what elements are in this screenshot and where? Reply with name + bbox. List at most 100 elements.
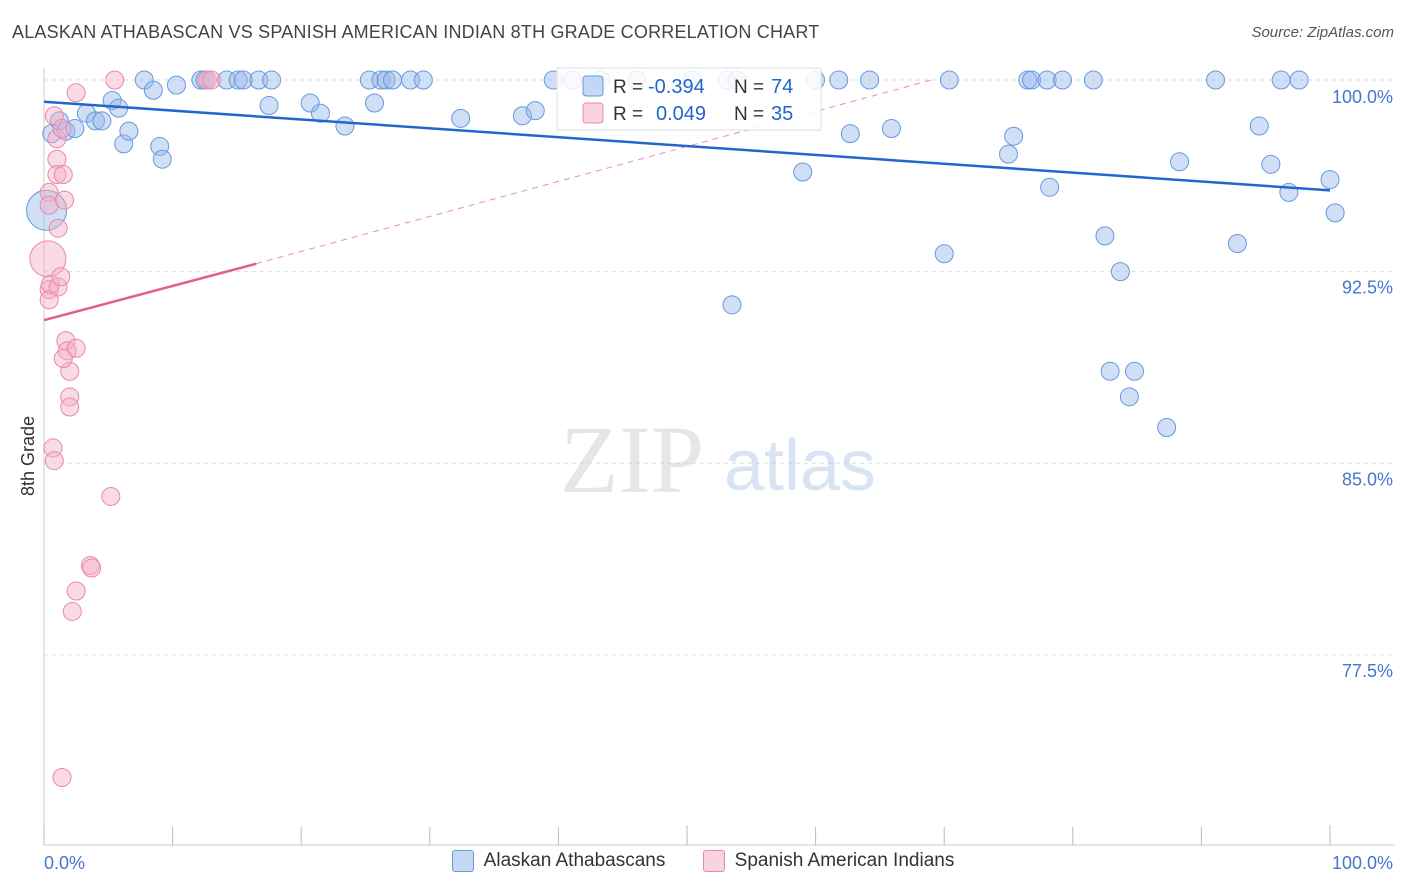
stats-r-value-1: -0.394 [648, 76, 705, 98]
point-alaskan-35 [451, 108, 471, 128]
point-spanish-24 [66, 83, 86, 103]
point-spanish-16 [53, 165, 73, 185]
point-alaskan-11 [119, 121, 139, 141]
point-alaskan-23 [259, 96, 279, 116]
point-spanish-26 [66, 338, 86, 358]
point-spanish-32 [201, 70, 221, 90]
point-alaskan-68 [1170, 152, 1190, 172]
point-alaskan-66 [1125, 361, 1145, 381]
point-alaskan-49 [860, 70, 880, 90]
stats-swatch-pink [582, 102, 604, 124]
point-spanish-20 [60, 361, 80, 381]
legend-item-spanish: Spanish American Indians [702, 850, 955, 872]
point-spanish-22 [60, 397, 80, 417]
stats-n-value-2: 35 [771, 103, 793, 125]
y-tick-label-2: 92.5% [1342, 278, 1393, 298]
point-alaskan-57 [1022, 70, 1042, 90]
stats-n-label-1: N = [734, 77, 764, 98]
point-alaskan-7 [92, 111, 112, 131]
point-alaskan-13 [143, 80, 163, 100]
stats-r-label-2: R = [613, 104, 643, 125]
legend-item-alaskan: Alaskan Athabascans [451, 850, 665, 872]
point-alaskan-55 [1004, 126, 1024, 146]
point-alaskan-52 [934, 244, 954, 264]
trend-line-alaskan [43, 100, 1331, 192]
point-spanish-12 [48, 218, 68, 238]
point-alaskan-37 [525, 101, 545, 121]
y-tick-label-1: 85.0% [1342, 469, 1393, 489]
point-alaskan-19 [217, 70, 237, 90]
point-alaskan-50 [829, 70, 849, 90]
point-spanish-25 [66, 581, 86, 601]
chart-title: ALASKAN ATHABASCAN VS SPANISH AMERICAN I… [12, 22, 820, 42]
point-alaskan-36 [512, 106, 532, 126]
point-alaskan-26 [310, 103, 330, 123]
point-spanish-33 [52, 119, 72, 139]
point-alaskan-64 [1110, 262, 1130, 282]
point-alaskan-76 [1320, 170, 1340, 190]
point-alaskan-15 [152, 149, 172, 169]
stats-r-label-1: R = [613, 77, 643, 98]
point-alaskan-75 [1289, 70, 1309, 90]
point-spanish-0 [29, 240, 67, 278]
legend: Alaskan Athabascans Spanish American Ind… [0, 850, 1406, 878]
point-spanish-34 [53, 348, 73, 368]
point-alaskan-54 [999, 144, 1018, 164]
legend-swatch-pink [702, 850, 725, 872]
point-alaskan-34 [413, 70, 433, 90]
point-alaskan-14 [150, 136, 170, 156]
legend-label-spanish: Spanish American Indians [734, 850, 955, 871]
axes [43, 68, 1395, 846]
y-tick-label-0: 77.5% [1342, 661, 1393, 681]
point-spanish-5 [40, 274, 60, 294]
point-alaskan-67 [1157, 417, 1177, 437]
watermark-zip: ZIP [560, 406, 704, 513]
point-alaskan-53 [939, 70, 959, 90]
stats-box: R = -0.394 N = 74 R = 0.049 N = 35 [556, 67, 822, 131]
point-spanish-7 [44, 451, 64, 471]
point-alaskan-48 [840, 124, 860, 144]
point-spanish-29 [101, 486, 121, 506]
point-alaskan-32 [383, 70, 403, 90]
point-alaskan-24 [262, 70, 282, 90]
point-spanish-21 [60, 387, 80, 407]
point-alaskan-65 [1119, 387, 1139, 407]
point-alaskan-63 [1100, 361, 1120, 381]
stats-swatch-blue [582, 75, 604, 97]
source-label: Source: ZipAtlas.com [1251, 24, 1394, 41]
point-alaskan-62 [1095, 226, 1115, 246]
point-alaskan-61 [1083, 70, 1103, 90]
point-spanish-30 [105, 70, 125, 90]
watermark-atlas: atlas [724, 426, 876, 506]
point-alaskan-70 [1227, 234, 1247, 254]
point-spanish-2 [39, 195, 59, 215]
point-spanish-15 [52, 768, 72, 788]
point-alaskan-21 [233, 70, 253, 90]
point-alaskan-69 [1206, 70, 1226, 90]
grid [44, 79, 1395, 656]
x-tick-label-1: 100.0% [1332, 853, 1393, 873]
point-alaskan-10 [114, 134, 134, 154]
y-axis-label: 8th Grade [18, 416, 38, 496]
point-alaskan-30 [371, 70, 391, 90]
point-spanish-28 [82, 558, 102, 578]
point-alaskan-44 [722, 295, 742, 315]
point-alaskan-25 [300, 93, 320, 113]
point-alaskan-29 [365, 93, 385, 113]
point-spanish-11 [47, 165, 67, 185]
point-alaskan-58 [1037, 70, 1057, 90]
point-alaskan-31 [376, 70, 396, 90]
stats-n-value-1: 74 [771, 76, 793, 98]
tick-labels: 77.5% 85.0% 92.5% 100.0% 0.0% 100.0% [44, 87, 1393, 873]
point-alaskan-72 [1261, 154, 1281, 174]
x-tick-label-0: 0.0% [44, 853, 85, 873]
point-alaskan-77 [1325, 203, 1345, 223]
legend-swatch-blue [451, 850, 474, 872]
point-alaskan-46 [793, 162, 813, 182]
point-alaskan-59 [1040, 177, 1060, 197]
point-spanish-14 [51, 267, 71, 287]
point-alaskan-20 [228, 70, 248, 90]
point-alaskan-27 [335, 116, 355, 136]
point-spanish-9 [47, 129, 67, 149]
